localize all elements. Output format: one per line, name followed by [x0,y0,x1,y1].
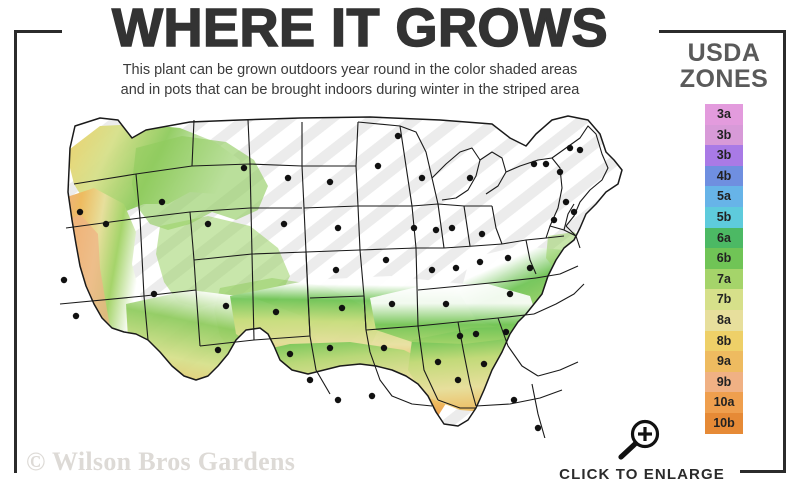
legend-zone-swatch-10a-14: 10a [705,392,743,413]
usda-zone-map[interactable] [40,108,660,438]
legend-zone-swatch-3a-0: 3a [705,104,743,125]
legend-zone-swatch-8b-11: 8b [705,330,743,352]
legend-zone-swatch-8a-10: 8a [705,309,743,331]
page-title: WHERE IT GROWS [111,0,608,59]
legend-zone-swatch-9a-12: 9a [705,351,743,372]
city-dots [60,132,584,432]
legend-zone-swatch-4b-3: 4b [705,165,743,187]
usda-zones-legend: USDA ZONES 3a 3b 3b 4b 5a 5b 6a 6b 7a 7b 8a 8b 9a 9b 1… [668,40,780,434]
legend-zone-swatch-3b-2: 3b [705,145,743,166]
legend-zone-swatch-7b-9: 7b [705,289,743,310]
page-subtitle: This plant can be grown outdoors year ro… [40,60,660,100]
legend-title: USDA ZONES [668,40,780,92]
legend-zone-swatch-6b-7: 6b [705,248,743,269]
legend-zone-swatch-7a-8: 7a [705,268,743,290]
frame-border-top-right [659,30,786,33]
legend-zone-swatch-9b-13: 9b [705,371,743,393]
legend-zone-swatch-6a-6: 6a [705,227,743,249]
legend-zone-swatch-5b-5: 5b [705,206,743,228]
legend-zone-swatch-5a-4: 5a [705,186,743,207]
legend-title-line-1: USDA [687,39,761,67]
legend-color-scale: 3a 3b 3b 4b 5a 5b 6a 6b 7a 7b 8a 8b 9a 9b 10a 10b [668,104,780,434]
click-to-enlarge-label[interactable]: CLICK TO ENLARGE [559,466,725,483]
frame-border-top-left [14,30,62,33]
subtitle-line-2: and in pots that can be brought indoors … [120,82,580,98]
watermark: © Wilson Bros Gardens [26,447,296,476]
magnifier-plus-icon[interactable] [616,418,664,462]
legend-zone-swatch-3b-1: 3b [705,124,743,146]
legend-title-line-2: ZONES [679,65,769,93]
subtitle-line-1: This plant can be grown outdoors year ro… [122,62,578,78]
frame-border-right [783,30,786,473]
legend-zone-swatch-10b-15: 10b [705,412,743,434]
frame-border-bottom-right [740,470,786,473]
frame-border-left [14,30,17,473]
